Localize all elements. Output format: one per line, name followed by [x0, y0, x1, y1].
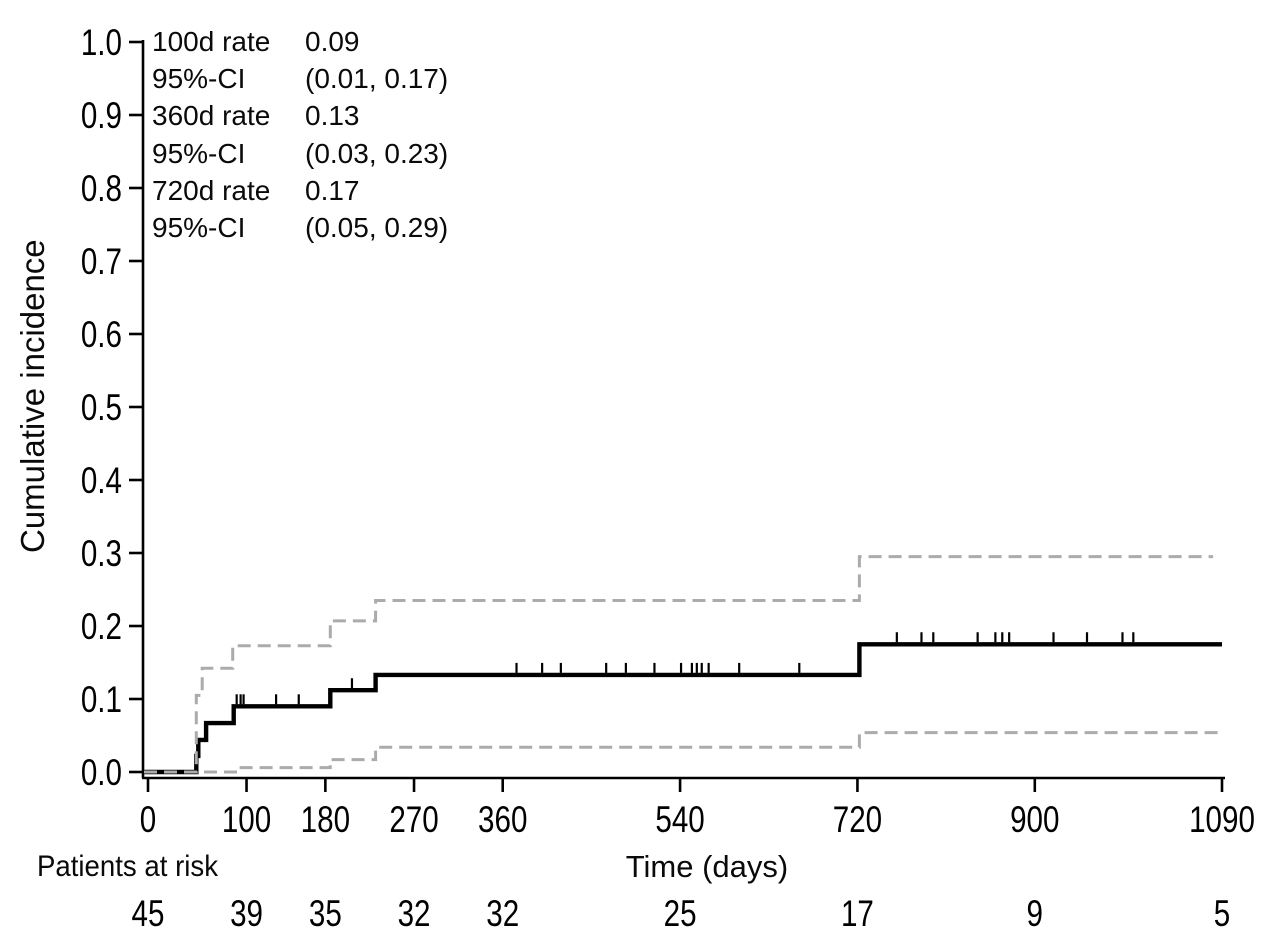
annotation-value: (0.03, 0.23) [305, 137, 449, 169]
annotation-value: 0.09 [305, 26, 360, 57]
risk-count: 45 [132, 894, 165, 935]
y-tick-label: 0.3 [81, 534, 122, 575]
risk-count: 32 [486, 894, 519, 935]
annotation-row: 100d rate 0.09 [152, 23, 448, 60]
risk-count: 17 [841, 894, 874, 935]
patients-at-risk-label: Patients at risk [37, 850, 219, 883]
x-tick-label: 720 [833, 800, 882, 841]
risk-count: 32 [398, 894, 431, 935]
annotation-value: 0.13 [305, 100, 360, 132]
y-tick-label: 0.4 [81, 461, 122, 502]
x-tick-label: 100 [222, 800, 271, 841]
y-tick-label: 0.7 [81, 242, 122, 283]
y-tick-label: 0.8 [81, 169, 122, 210]
risk-count: 9 [1027, 894, 1043, 935]
x-tick-label: 1090 [1189, 800, 1255, 841]
x-axis-title: Time (days) [625, 849, 789, 884]
y-tick-label: 0.6 [81, 315, 122, 356]
ci-upper-curve [144, 555, 1214, 774]
annotation-label: 95%-CI [152, 212, 246, 244]
x-tick-label: 0 [140, 800, 156, 841]
annotation-row: 95%-CI (0.01, 0.17) [152, 60, 448, 97]
risk-count: 5 [1214, 894, 1230, 935]
x-tick-label: 270 [389, 800, 438, 841]
annotation-row: 95%-CI (0.05, 0.29) [152, 209, 448, 246]
ci-lower-curve [144, 731, 1222, 774]
annotation-value: 0.17 [305, 174, 360, 206]
annotation-label: 95%-CI [152, 137, 246, 169]
y-axis-title: Cumulative incidence [14, 239, 51, 553]
risk-count: 39 [230, 894, 263, 935]
annotation-row: 95%-CI (0.03, 0.23) [152, 135, 448, 172]
y-tick-label: 0.5 [81, 388, 122, 429]
rate-annotation: 100d rate 0.09 95%-CI (0.01, 0.17) 360d … [152, 23, 448, 246]
risk-count: 25 [664, 894, 697, 935]
annotation-label: 360d rate [152, 100, 271, 132]
x-tick-label: 360 [478, 800, 527, 841]
annotation-label: 95%-CI [152, 63, 246, 95]
annotation-label: 720d rate [152, 174, 271, 206]
estimate-curve [144, 642, 1222, 775]
y-tick-label: 0.0 [81, 753, 122, 794]
annotation-row: 360d rate 0.13 [152, 97, 448, 134]
x-tick-label: 900 [1010, 800, 1059, 841]
risk-count: 35 [309, 894, 342, 935]
annotation-label: 100d rate [152, 26, 271, 57]
y-tick-label: 0.9 [81, 96, 122, 137]
annotation-value: (0.01, 0.17) [305, 63, 449, 95]
x-tick-label: 180 [301, 800, 350, 841]
y-tick-label: 0.1 [81, 680, 122, 721]
y-tick-label: 1.0 [81, 23, 122, 64]
x-tick-label: 540 [655, 800, 704, 841]
annotation-row: 720d rate 0.17 [152, 172, 448, 209]
annotation-value: (0.05, 0.29) [305, 212, 449, 244]
y-tick-label: 0.2 [81, 607, 122, 648]
